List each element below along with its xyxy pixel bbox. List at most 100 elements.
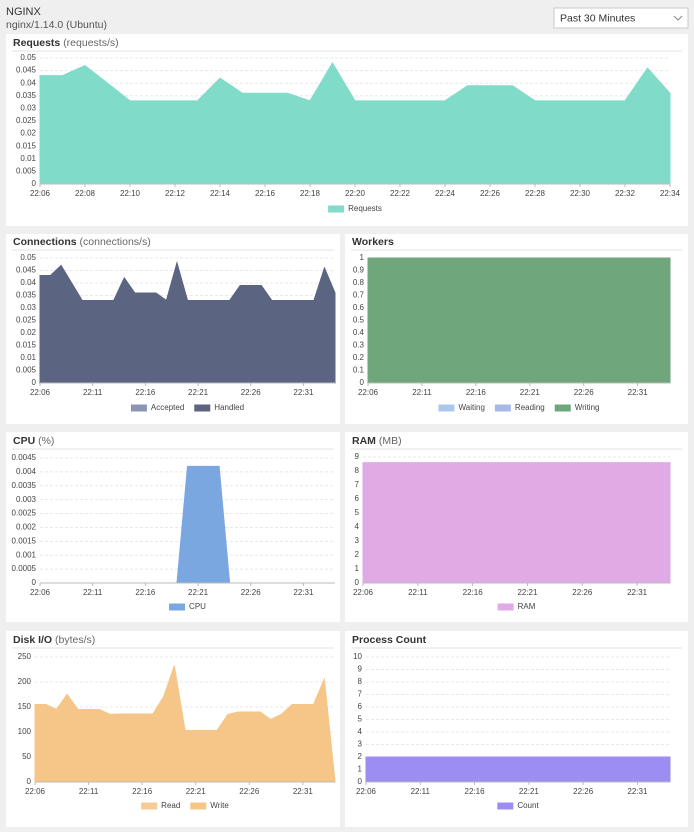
x-tick-label: 22:31	[627, 787, 648, 796]
y-tick-label: 0.0005	[12, 564, 37, 573]
x-tick-label: 22:21	[520, 388, 541, 397]
x-tick-label: 22:16	[255, 189, 276, 198]
y-tick-label: 0.5	[353, 316, 365, 325]
x-tick-label: 22:11	[83, 588, 103, 597]
y-tick-label: 0.015	[16, 141, 37, 150]
y-tick-label: 0.8	[353, 278, 365, 287]
legend-label: Write	[210, 801, 229, 810]
range-select[interactable]: Past 30 Minutes	[553, 7, 689, 29]
legend-swatch	[497, 603, 514, 611]
y-tick-label: 0.004	[16, 467, 37, 476]
x-tick-label: 22:06	[30, 189, 51, 198]
y-tick-label: 0.001	[16, 550, 37, 559]
title-main: CPU	[13, 435, 35, 447]
x-tick-label: 22:30	[570, 189, 591, 198]
app-title: NGINX	[6, 6, 42, 18]
x-tick-label: 22:06	[358, 388, 379, 397]
legend-label: Handled	[214, 403, 244, 412]
panel	[345, 631, 688, 827]
legend-label: RAM	[518, 602, 536, 611]
y-tick-label: 0.01	[20, 353, 36, 362]
x-tick-label: 22:24	[435, 189, 456, 198]
y-tick-label: 0.4	[353, 328, 365, 337]
legend-swatch	[130, 404, 147, 412]
title-main: Workers	[352, 236, 394, 248]
x-tick-label: 22:26	[573, 787, 594, 796]
chart-title: Requests (requests/s)	[13, 37, 119, 49]
y-tick-label: 9	[355, 452, 360, 461]
x-tick-label: 22:34	[660, 189, 681, 198]
chart-title: Workers	[352, 236, 394, 248]
x-tick-label: 22:16	[463, 588, 484, 597]
y-tick-label: 0.04	[20, 78, 36, 87]
x-tick-label: 22:31	[628, 388, 649, 397]
area	[367, 257, 671, 384]
y-tick-label: 0.03	[20, 104, 36, 113]
y-tick-label: 0.045	[16, 66, 37, 75]
legend-label: Read	[161, 801, 180, 810]
y-tick-label: 8	[358, 677, 363, 686]
y-tick-label: 0.005	[16, 366, 37, 375]
y-tick-label: 1	[360, 253, 365, 262]
x-tick-label: 22:21	[519, 787, 540, 796]
select-box[interactable]	[553, 7, 689, 29]
title-main: Process Count	[352, 634, 427, 646]
title-unit: (MB)	[379, 435, 402, 447]
y-tick-label: 0.04	[20, 278, 36, 287]
y-tick-label: 0	[355, 578, 360, 587]
title-unit: (%)	[38, 435, 54, 447]
y-tick-label: 100	[18, 727, 32, 736]
y-tick-label: 0.9	[353, 266, 365, 275]
y-tick-label: 0.1	[353, 366, 365, 375]
x-tick-label: 22:14	[210, 189, 231, 198]
legend-swatch	[328, 205, 345, 213]
x-tick-label: 22:31	[627, 588, 648, 597]
title-main: RAM	[352, 435, 376, 447]
x-tick-label: 22:21	[517, 588, 538, 597]
y-tick-label: 7	[358, 690, 363, 699]
area	[39, 62, 671, 185]
chart-title: Disk I/O (bytes/s)	[13, 634, 95, 646]
x-tick-label: 22:06	[25, 787, 46, 796]
y-tick-label: 0.03	[20, 303, 36, 312]
x-tick-label: 22:31	[293, 588, 314, 597]
x-tick-label: 22:20	[345, 189, 366, 198]
y-tick-label: 0	[358, 777, 363, 786]
y-tick-label: 3	[358, 740, 363, 749]
x-tick-label: 22:21	[186, 787, 207, 796]
legend: Requests	[328, 204, 382, 213]
y-tick-label: 0.0015	[12, 536, 37, 545]
legend-swatch	[497, 802, 514, 810]
y-tick-label: 1	[358, 765, 363, 774]
x-tick-label: 22:26	[574, 388, 595, 397]
y-tick-label: 0.005	[16, 167, 37, 176]
chart-title: RAM (MB)	[352, 435, 402, 447]
y-tick-label: 0	[32, 179, 37, 188]
y-tick-label: 50	[22, 752, 31, 761]
y-tick-label: 6	[358, 702, 363, 711]
x-tick-label: 22:31	[293, 787, 314, 796]
legend-label: Reading	[515, 403, 545, 412]
x-tick-label: 22:11	[408, 588, 428, 597]
chevron[interactable]	[673, 15, 683, 21]
x-tick-label: 22:21	[188, 588, 209, 597]
select-label[interactable]: Past 30 Minutes	[560, 12, 635, 24]
legend-swatch	[554, 404, 571, 412]
y-tick-label: 0.05	[20, 53, 36, 62]
area	[365, 756, 671, 783]
y-tick-label: 7	[355, 480, 360, 489]
legend-label: Count	[517, 801, 539, 810]
y-tick-label: 150	[18, 702, 32, 711]
y-tick-label: 3	[355, 536, 360, 545]
y-tick-label: 0.025	[16, 316, 37, 325]
x-tick-label: 22:26	[572, 588, 593, 597]
x-tick-label: 22:22	[390, 189, 411, 198]
y-tick-label: 8	[355, 466, 360, 475]
legend: Accepted Handled	[130, 403, 244, 412]
x-tick-label: 22:16	[466, 388, 487, 397]
y-tick-label: 0.3	[353, 341, 365, 350]
x-tick-label: 22:18	[300, 189, 321, 198]
x-tick-label: 22:11	[411, 787, 431, 796]
chart-title: Process Count	[352, 634, 427, 646]
